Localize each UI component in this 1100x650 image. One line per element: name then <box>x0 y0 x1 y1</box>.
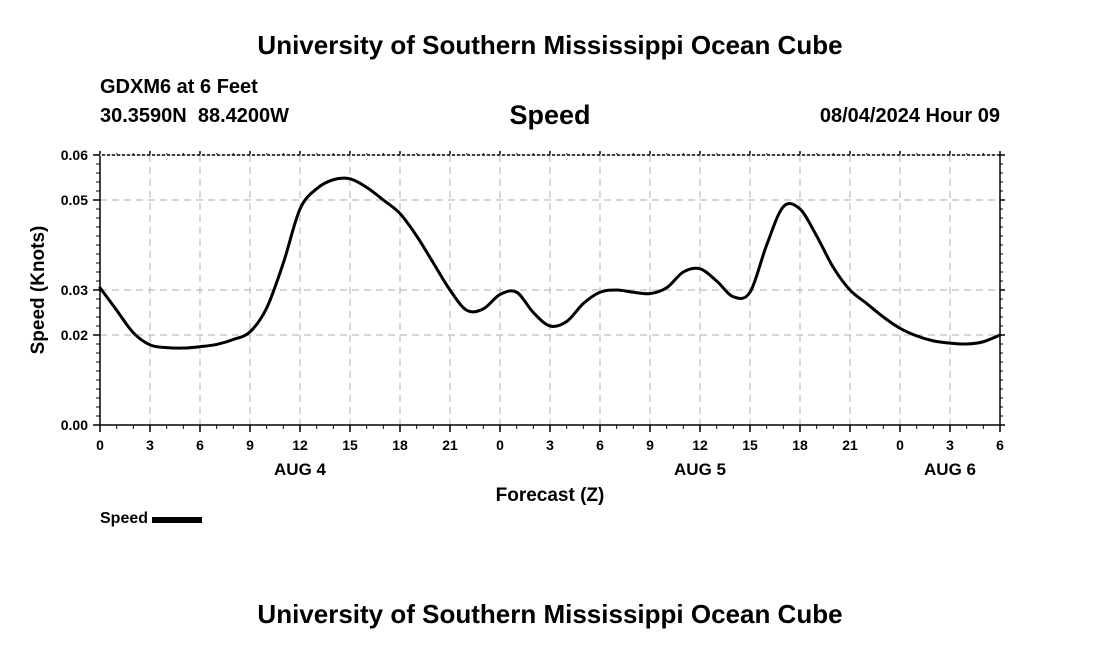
x-tick-label: 0 <box>896 437 904 453</box>
legend-label: Speed <box>100 510 149 527</box>
x-tick-label: 21 <box>442 437 458 453</box>
y-tick-label: 0.00 <box>61 417 88 433</box>
day-label: AUG 4 <box>274 460 327 479</box>
x-tick-label: 6 <box>196 437 204 453</box>
day-labels: AUG 4 AUG 5 AUG 6 <box>274 460 976 479</box>
x-tick-label: 3 <box>546 437 554 453</box>
x-axis-label: Forecast (Z) <box>496 485 605 506</box>
legend-swatch <box>152 517 203 523</box>
page-title: University of Southern Mississippi Ocean… <box>257 30 843 60</box>
x-tick-label: 18 <box>392 437 408 453</box>
grid-lines <box>100 155 1000 425</box>
y-tick-label: 0.06 <box>61 147 88 163</box>
y-tick-labels: 0.00 0.02 0.03 0.05 0.06 <box>61 147 88 433</box>
x-tick-labels: 0 3 6 9 12 15 18 21 0 3 6 9 12 15 18 21 0 3 6 <box>96 437 1004 453</box>
x-tick-label: 6 <box>596 437 604 453</box>
day-label: AUG 5 <box>674 460 726 479</box>
x-tick-label: 0 <box>496 437 504 453</box>
x-tick-label: 6 <box>996 437 1004 453</box>
chart-title: Speed <box>509 100 591 130</box>
x-tick-label: 9 <box>646 437 654 453</box>
footer-title: University of Southern Mississippi Ocean… <box>257 599 843 629</box>
station-label: GDXM6 at 6 Feet <box>100 76 258 98</box>
x-tick-label: 15 <box>342 437 358 453</box>
x-tick-label: 12 <box>692 437 708 453</box>
y-tick-label: 0.02 <box>61 327 88 343</box>
axis-ticks <box>93 151 1005 432</box>
y-tick-label: 0.03 <box>61 282 88 298</box>
x-tick-label: 3 <box>946 437 954 453</box>
chart-legend: Speed <box>100 510 203 528</box>
coordinates-label: 30.3590N 88.4200W <box>100 105 290 127</box>
x-tick-label: 12 <box>292 437 308 453</box>
y-tick-label: 0.05 <box>61 192 88 208</box>
y-axis-label: Speed (Knots) <box>28 226 49 355</box>
x-tick-label: 21 <box>842 437 858 453</box>
speed-chart: 0.00 0.02 0.03 0.05 0.06 0 3 6 9 12 15 18 21 0 3 6 9 12 1… <box>28 147 1005 506</box>
x-tick-label: 18 <box>792 437 808 453</box>
x-tick-label: 9 <box>246 437 254 453</box>
series-line-speed <box>98 176 1002 350</box>
day-label: AUG 6 <box>924 460 976 479</box>
forecast-datetime: 08/04/2024 Hour 09 <box>819 105 1000 127</box>
x-tick-label: 15 <box>742 437 758 453</box>
x-tick-label: 0 <box>96 437 104 453</box>
x-tick-label: 3 <box>146 437 154 453</box>
